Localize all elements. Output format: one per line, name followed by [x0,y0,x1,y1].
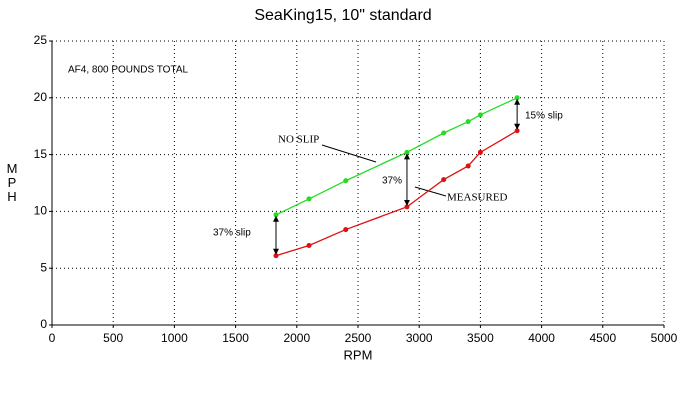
x-tick-label: 0 [49,331,56,345]
data-point [514,128,520,134]
annotation: 37% [382,176,402,187]
data-point [306,242,312,248]
data-point [441,177,447,183]
y-tick-label: 10 [34,204,48,218]
x-tick-label: 4500 [589,331,616,345]
data-point [477,149,483,155]
annotation: 37% slip [213,228,251,239]
leader-line [321,144,377,163]
x-tick-label: 3000 [406,331,433,345]
annotation: AF4, 800 POUNDS TOTAL [68,65,188,76]
annotation: MEASURED [447,192,508,204]
y-tick-label: 15 [34,147,48,161]
x-tick-label: 500 [103,331,123,345]
data-point [273,253,279,259]
data-point [404,204,410,210]
y-tick-label: 20 [34,90,48,104]
x-tick-label: 2500 [345,331,372,345]
data-point [514,95,520,101]
data-point [306,196,312,202]
y-tick-label: 0 [40,317,47,331]
x-tick-label: 1500 [222,331,249,345]
x-tick-label: 1000 [161,331,188,345]
x-axis-label: RPM [344,347,373,362]
x-tick-label: 5000 [651,331,678,345]
chart-title: SeaKing15, 10" standard [254,7,431,24]
series-line [275,130,518,257]
x-tick-label: 2000 [283,331,310,345]
data-point [343,227,349,233]
x-tick-label: 3500 [467,331,494,345]
y-tick-label: 25 [34,33,48,47]
y-tick-label: 5 [40,260,47,274]
data-point [477,112,483,118]
data-point [465,163,471,169]
x-tick-label: 4000 [528,331,555,345]
annotation: NO SLIP [278,134,319,146]
data-point [404,149,410,155]
data-point [465,119,471,125]
data-point [343,178,349,184]
data-point [441,130,447,136]
annotation: 15% slip [525,111,563,122]
leader-line [414,186,447,197]
data-point [273,212,279,218]
